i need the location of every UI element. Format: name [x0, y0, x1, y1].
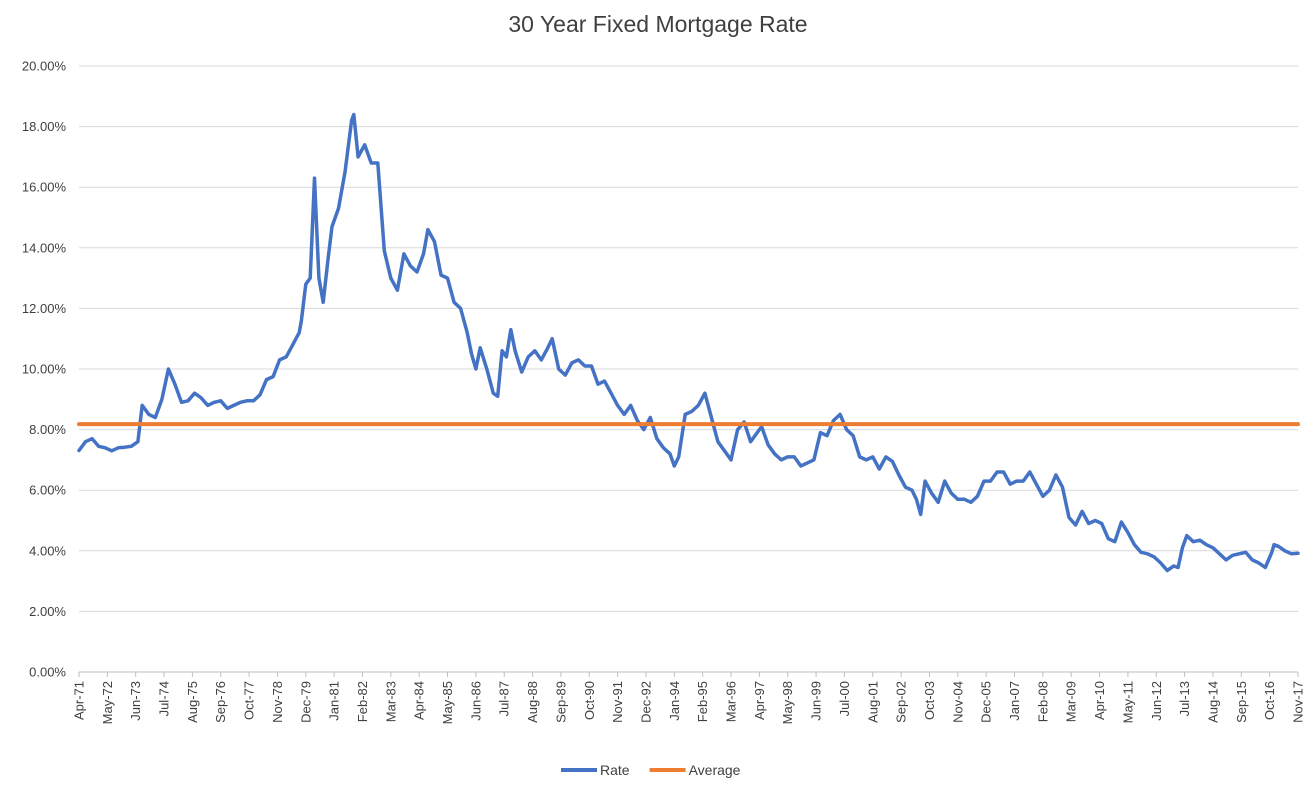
y-tick-label: 2.00% [29, 604, 66, 619]
x-tick-label: Jul-74 [157, 681, 172, 716]
x-tick-label: May-72 [100, 681, 115, 724]
legend-label-rate: Rate [600, 762, 630, 778]
x-tick-label: Nov-17 [1291, 681, 1306, 723]
x-tick-label: Nov-04 [950, 681, 965, 723]
x-axis-tick-labels: Apr-71 May-72 Jun-73 Jul-74 Aug-75 Sep-76 Oct-… [72, 672, 1306, 724]
x-tick-label: Jun-12 [1149, 681, 1164, 721]
legend: Rate Average [561, 762, 741, 778]
y-tick-label: 10.00% [22, 362, 67, 377]
x-tick-label: Mar-96 [724, 681, 739, 722]
x-tick-label: Jan-81 [327, 681, 342, 721]
x-tick-label: Jul-13 [1177, 681, 1192, 716]
x-tick-label: May-98 [780, 681, 795, 724]
x-tick-label: Oct-03 [922, 681, 937, 720]
x-tick-label: Sep-02 [894, 681, 909, 723]
legend-label-average: Average [689, 762, 741, 778]
x-tick-label: Jan-07 [1007, 681, 1022, 721]
x-tick-label: Dec-92 [638, 681, 653, 723]
x-tick-label: Nov-91 [610, 681, 625, 723]
x-tick-label: Feb-82 [355, 681, 370, 722]
x-tick-label: Sep-76 [213, 681, 228, 723]
x-tick-label: Apr-97 [752, 681, 767, 720]
series-group [77, 112, 1300, 573]
x-tick-label: Dec-05 [979, 681, 994, 723]
x-tick-label: Mar-83 [383, 681, 398, 722]
x-tick-label: Apr-71 [72, 681, 87, 720]
x-tick-label: Apr-10 [1092, 681, 1107, 720]
series-line-rate [77, 112, 1300, 573]
y-tick-label: 8.00% [29, 422, 66, 437]
x-tick-label: Jan-94 [667, 681, 682, 721]
chart-title: 30 Year Fixed Mortgage Rate [508, 11, 807, 37]
x-tick-label: Feb-95 [695, 681, 710, 722]
x-tick-label: Jun-99 [809, 681, 824, 721]
x-tick-label: Feb-08 [1035, 681, 1050, 722]
x-tick-label: Nov-78 [270, 681, 285, 723]
y-tick-label: 12.00% [22, 301, 67, 316]
x-tick-label: Mar-09 [1064, 681, 1079, 722]
y-tick-label: 20.00% [22, 59, 67, 74]
x-tick-label: May-11 [1120, 681, 1135, 723]
x-tick-label: Aug-14 [1205, 681, 1220, 723]
y-tick-label: 6.00% [29, 483, 66, 498]
y-tick-label: 14.00% [22, 240, 67, 255]
y-axis-tick-labels: 0.00% 2.00% 4.00% 6.00% 8.00% 10.00% 12.00% 14.… [22, 59, 67, 680]
x-tick-label: Oct-77 [242, 681, 257, 720]
x-tick-label: Oct-90 [582, 681, 597, 720]
x-tick-label: Dec-79 [298, 681, 313, 723]
x-tick-label: Aug-75 [185, 681, 200, 723]
x-tick-label: Oct-16 [1262, 681, 1277, 720]
y-tick-label: 16.00% [22, 180, 67, 195]
x-tick-label: Jul-00 [837, 681, 852, 716]
x-tick-label: Jun-73 [128, 681, 143, 721]
gridlines [79, 65, 1298, 612]
y-tick-label: 0.00% [29, 665, 66, 680]
x-tick-label: May-85 [440, 681, 455, 724]
x-tick-label: Jul-87 [497, 681, 512, 716]
x-tick-label: Apr-84 [412, 681, 427, 720]
x-tick-label: Jun-86 [468, 681, 483, 721]
y-tick-label: 4.00% [29, 543, 66, 558]
x-tick-label: Sep-15 [1234, 681, 1249, 723]
x-tick-label: Aug-01 [865, 681, 880, 723]
x-tick-label: Sep-89 [553, 681, 568, 723]
x-tick-label: Aug-88 [525, 681, 540, 723]
y-tick-label: 18.00% [22, 119, 67, 134]
